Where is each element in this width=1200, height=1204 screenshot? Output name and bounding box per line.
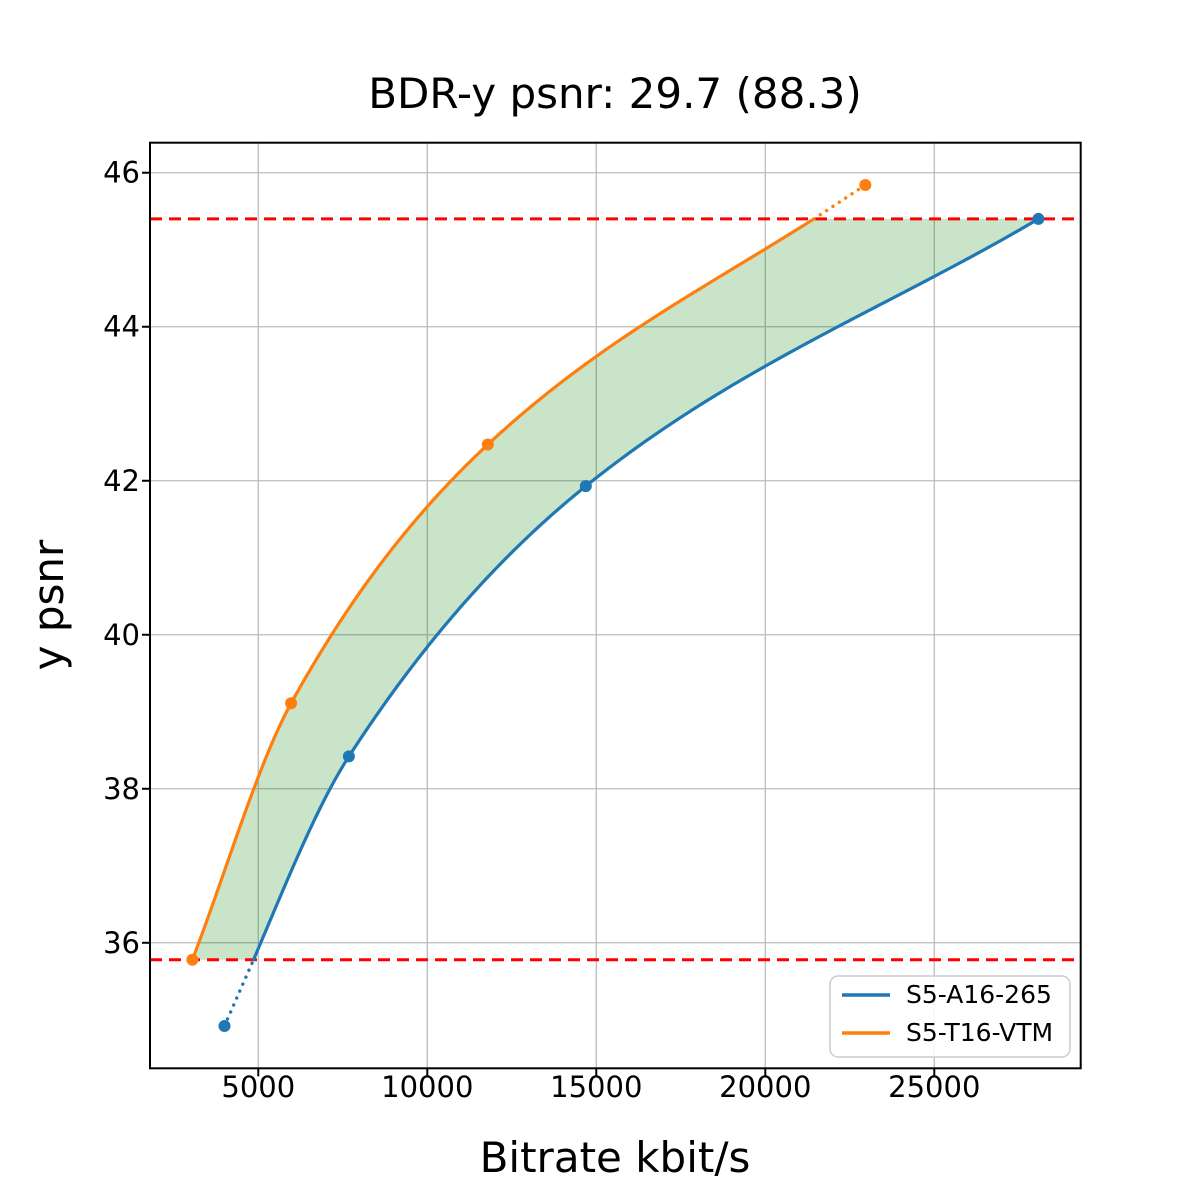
chart-title: BDR-y psnr: 29.7 (88.3) (368, 69, 862, 118)
data-point-marker-s5-t16-vtm (859, 179, 872, 192)
series-line-s5-a16-265 (251, 217, 1040, 962)
data-point-marker-s5-a16-265 (342, 750, 355, 763)
overlap-lines-layer (150, 217, 1081, 962)
legend: S5-A16-265 S5-T16-VTM (829, 975, 1071, 1058)
x-axis-label: Bitrate kbit/s (480, 1133, 751, 1182)
y-tick-label: 40 (103, 618, 140, 652)
y-axis-label: y psnr (24, 539, 73, 670)
y-tick-label: 44 (103, 310, 140, 344)
plot-border (149, 141, 1082, 1070)
data-point-marker-s5-a16-265 (1032, 212, 1045, 225)
bd-area-layer (192, 218, 1039, 960)
series-dotted-segment-s5-a16-265 (222, 958, 256, 1028)
x-tick-label: 25000 (888, 1070, 980, 1104)
data-point-marker-s5-a16-265 (218, 1019, 231, 1032)
x-tick-label: 10000 (381, 1070, 473, 1104)
bd-shaded-area (192, 218, 1039, 960)
y-tick-label: 38 (103, 772, 140, 806)
x-tick-label: 20000 (719, 1070, 811, 1104)
series-line-s5-t16-vtm (190, 217, 816, 962)
legend-item-s5-a16-265: S5-A16-265 (906, 980, 1052, 1009)
data-point-marker-s5-t16-vtm (481, 438, 494, 451)
series-dotted-segment-s5-t16-vtm (812, 183, 868, 221)
y-tick-label: 46 (103, 156, 140, 190)
axes-layer: 5000 10000 15000 20000 25000 36 38 40 42 44 46 (103, 141, 1082, 1104)
series-layer (186, 179, 1045, 1032)
grid-layer (150, 142, 1081, 1069)
data-point-marker-s5-t16-vtm (285, 697, 298, 710)
y-tick-label: 42 (103, 464, 140, 498)
data-point-marker-s5-a16-265 (579, 480, 592, 493)
legend-item-s5-t16-vtm: S5-T16-VTM (906, 1018, 1053, 1047)
data-point-marker-s5-t16-vtm (186, 953, 199, 966)
y-tick-label: 36 (103, 926, 140, 960)
x-tick-label: 5000 (221, 1070, 295, 1104)
x-tick-label: 15000 (550, 1070, 642, 1104)
